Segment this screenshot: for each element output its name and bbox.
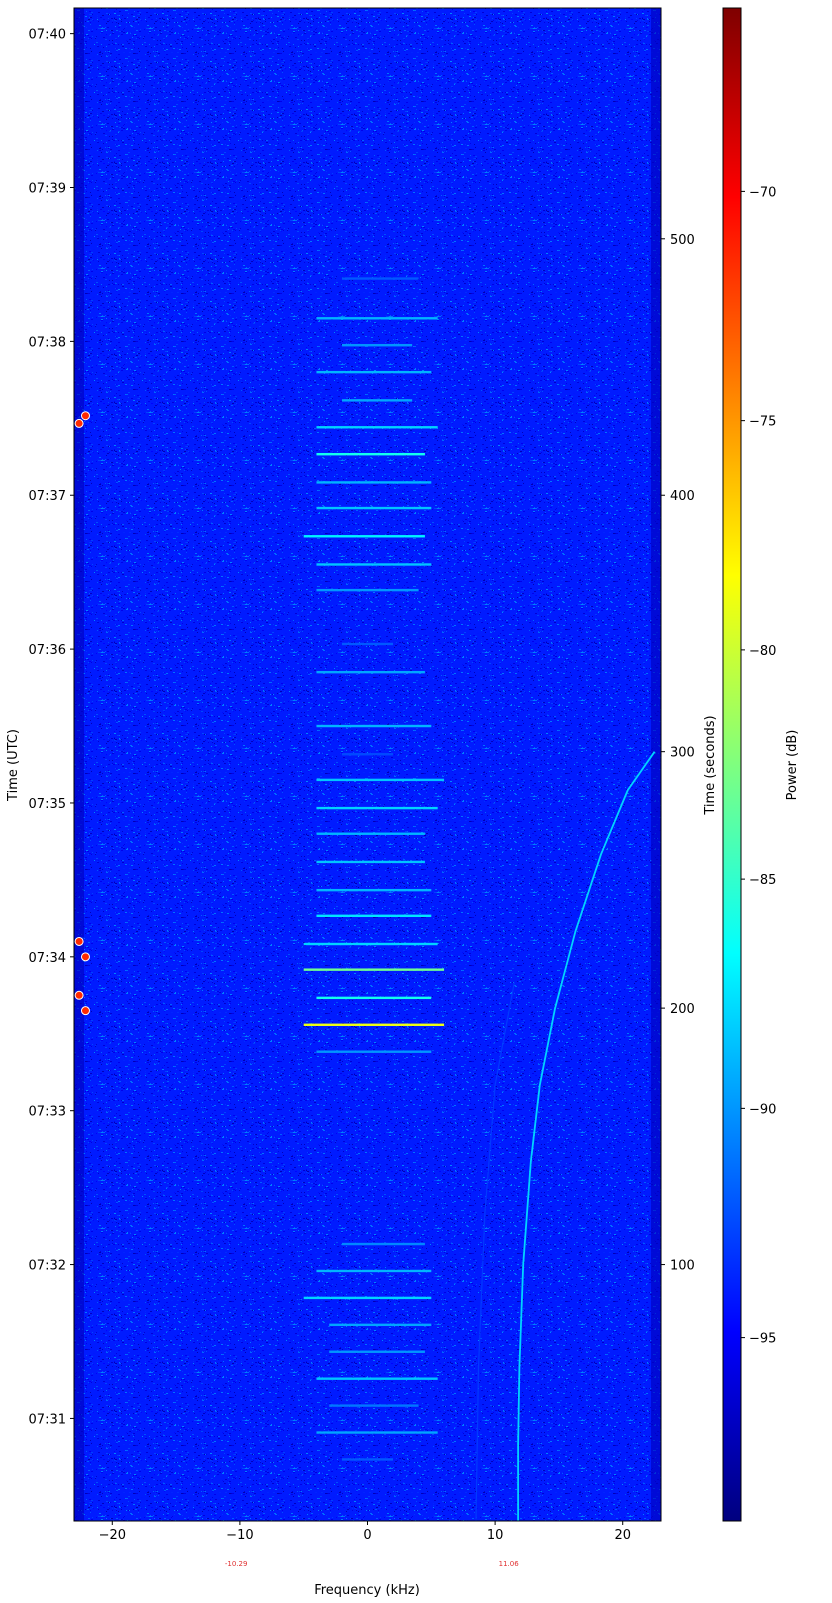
event-marker	[74, 936, 84, 946]
colorbar-label: Power (dB)	[785, 730, 800, 801]
axes: −20 −10 0 10 20 -10.29 11.06 07:31 07:32 07:33 07:…	[29, 7, 695, 1568]
utc-tick-label: 07:37	[29, 489, 66, 504]
y-axis-label-utc: Time (UTC)	[6, 729, 21, 802]
burst-line	[303, 535, 425, 538]
marker-frequency-label: -10.29	[225, 1560, 248, 1568]
marker-frequency-label: 11.06	[499, 1560, 520, 1568]
burst-line	[316, 914, 432, 917]
utc-tick-label: 07:32	[29, 1259, 66, 1274]
colorbar-tick-label: −75	[749, 415, 776, 430]
colorbar-gradient	[722, 7, 742, 1522]
burst-line	[316, 588, 419, 592]
burst-line	[303, 1023, 445, 1026]
burst-line	[316, 506, 432, 510]
burst-line	[316, 888, 432, 892]
burst-line	[316, 563, 432, 566]
burst-line	[316, 778, 445, 782]
event-marker	[80, 411, 90, 421]
burst-line	[329, 1350, 425, 1353]
burst-line	[341, 399, 413, 402]
colorbar-tick-label: −70	[749, 185, 776, 200]
burst-line	[316, 724, 432, 728]
burst-line	[316, 832, 425, 835]
burst-line	[316, 1377, 438, 1380]
utc-tick-label: 07:33	[29, 1105, 66, 1120]
event-marker	[80, 952, 90, 962]
band-edge-left	[74, 8, 84, 1521]
colorbar: −95 −90 −85 −80 −75 −70	[722, 7, 776, 1522]
band-edge-right	[651, 8, 661, 1521]
colorbar-tick-label: −85	[749, 873, 776, 888]
colorbar-tick-label: −80	[749, 644, 776, 659]
burst-line	[316, 453, 425, 456]
burst-line	[316, 806, 438, 810]
faint-drift-trace	[475, 982, 515, 1522]
burst-line	[316, 860, 425, 864]
burst-line	[303, 968, 445, 971]
colorbar-tick-label: −95	[749, 1332, 776, 1347]
seconds-tick-label: 300	[670, 746, 695, 761]
seconds-tick-label: 400	[670, 489, 695, 504]
spectrogram-plot	[74, 8, 661, 1522]
burst-line	[316, 370, 432, 374]
burst-line	[329, 1404, 419, 1407]
burst-line	[341, 344, 413, 347]
spectrogram-noise	[74, 8, 661, 1521]
burst-line	[316, 1050, 432, 1053]
seconds-tick-label: 200	[670, 1002, 695, 1017]
utc-tick-label: 07:34	[29, 951, 66, 966]
burst-line	[316, 670, 425, 674]
burst-line	[303, 1296, 432, 1300]
burst-line	[316, 426, 438, 429]
doppler-drift-trace	[517, 751, 656, 1521]
burst-line	[341, 753, 394, 756]
x-tick-label: 20	[614, 1528, 631, 1543]
burst-line	[316, 1431, 438, 1434]
event-marker	[80, 1006, 90, 1016]
utc-tick-label: 07:38	[29, 335, 66, 350]
burst-line	[303, 942, 438, 946]
x-axis-label: Frequency (kHz)	[314, 1583, 420, 1598]
x-tick-label: 10	[487, 1528, 504, 1543]
burst-line	[329, 1323, 432, 1327]
burst-line	[316, 317, 438, 320]
x-tick-label: −20	[99, 1528, 126, 1543]
burst-line	[316, 996, 432, 1000]
seconds-tick-label: 100	[670, 1259, 695, 1274]
burst-line	[341, 642, 394, 646]
utc-tick-label: 07:39	[29, 182, 66, 197]
x-tick-label: 0	[363, 1528, 371, 1543]
utc-tick-label: 07:40	[29, 28, 66, 43]
y-axis-label-seconds: Time (seconds)	[703, 715, 718, 815]
seconds-tick-label: 500	[670, 233, 695, 248]
burst-line	[316, 481, 432, 484]
event-marker	[74, 990, 84, 1000]
utc-tick-label: 07:31	[29, 1412, 66, 1427]
burst-line	[316, 1269, 432, 1273]
x-tick-label: −10	[226, 1528, 253, 1543]
colorbar-tick-label: −90	[749, 1102, 776, 1117]
utc-tick-label: 07:36	[29, 643, 66, 658]
burst-line	[341, 1242, 425, 1246]
utc-tick-label: 07:35	[29, 797, 66, 812]
burst-line	[341, 1458, 394, 1461]
event-marker	[74, 418, 84, 428]
burst-line	[341, 277, 419, 280]
